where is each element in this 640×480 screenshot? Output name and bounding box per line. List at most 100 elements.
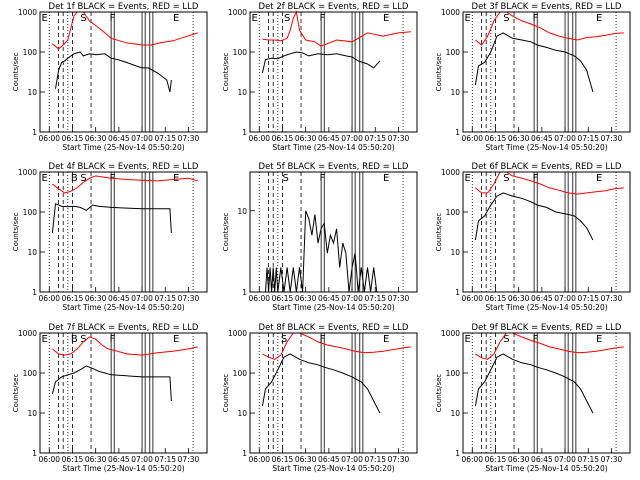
x-tick-label: 07:30 — [388, 455, 410, 464]
x-tick-label: 06:00 — [461, 294, 483, 303]
x-tick-label: 06:15 — [272, 134, 294, 143]
y-tick-label: 1 — [242, 288, 247, 297]
marker-letter: F — [110, 13, 116, 24]
y-axis-label: Counts/sec — [435, 53, 443, 92]
panel-det-3f: Det 3f BLACK = Events, RED = LLD 1 10 100 10… — [435, 2, 631, 152]
series-lld-line — [262, 10, 411, 47]
y-axis-label: Counts/sec — [222, 374, 230, 413]
panel-title: Det 6f BLACK = Events, RED = LLD — [472, 162, 622, 172]
marker-letter: F — [320, 334, 326, 345]
y-tick-label: 10 — [450, 409, 460, 418]
panel-title: Det 4f BLACK = Events, RED = LLD — [49, 162, 199, 172]
marker-letter: S — [503, 334, 509, 345]
y-tick-label: 1 — [32, 128, 37, 137]
x-tick-label: 06:15 — [62, 455, 84, 464]
marker-letter: F — [320, 13, 326, 24]
panel-title: Det 1f BLACK = Events, RED = LLD — [49, 2, 199, 12]
marker-letter: F — [110, 334, 116, 345]
plot-frame — [462, 332, 631, 454]
x-tick-label: 07:00 — [554, 455, 576, 464]
y-tick-label: 1000 — [441, 8, 460, 17]
x-tick-label: 06:30 — [85, 455, 107, 464]
x-tick-label: 07:30 — [178, 134, 200, 143]
x-tick-label: 06:15 — [272, 294, 294, 303]
x-axis-label: Start Time (25-Nov-14 05:50:20) — [485, 143, 607, 152]
marker-letter: E — [173, 334, 179, 345]
marker-letter: S — [80, 13, 86, 24]
series-lld-line — [475, 11, 624, 46]
marker-letter: E — [383, 173, 389, 184]
panel-title: Det 5f BLACK = Events, RED = LLD — [259, 162, 409, 172]
marker-letter: E — [465, 334, 471, 345]
series-events-line — [474, 192, 594, 241]
marker-letter: F — [533, 334, 539, 345]
x-axis-label: Start Time (25-Nov-14 05:50:20) — [62, 464, 184, 473]
x-tick-label: 06:30 — [295, 455, 317, 464]
panel-det-8f: Det 8f BLACK = Events, RED = LLD 1 10 100 10… — [222, 323, 418, 473]
x-tick-label: 07:15 — [577, 294, 599, 303]
x-tick-label: 07:15 — [364, 455, 386, 464]
series-events-line — [55, 51, 172, 93]
x-axis-label: Start Time (25-Nov-14 05:50:20) — [62, 303, 184, 312]
x-tick-label: 06:45 — [318, 294, 340, 303]
y-axis-label: Counts/sec — [435, 374, 443, 413]
series-events-line — [51, 203, 172, 233]
x-tick-label: 06:30 — [85, 294, 107, 303]
x-tick-label: 07:00 — [341, 294, 363, 303]
x-tick-label: 06:30 — [295, 134, 317, 143]
marker-letter: E — [42, 334, 48, 345]
x-tick-label: 06:30 — [508, 134, 530, 143]
x-tick-label: 06:00 — [248, 455, 270, 464]
x-tick-label: 06:00 — [38, 455, 60, 464]
x-tick-label: 06:15 — [485, 134, 507, 143]
x-tick-label: 07:30 — [388, 134, 410, 143]
plot-frame — [39, 171, 208, 293]
plot-frame — [39, 11, 208, 133]
panel-title: Det 2f BLACK = Events, RED = LLD — [259, 2, 409, 12]
y-tick-label: 100 — [23, 48, 38, 57]
y-tick-label: 1 — [455, 288, 460, 297]
panel-det-4f: Det 4f BLACK = Events, RED = LLD 1 10 100 10… — [12, 162, 208, 312]
y-tick-label: 1 — [242, 449, 247, 458]
series-lld-line — [475, 171, 624, 195]
x-tick-label: 06:30 — [508, 294, 530, 303]
y-axis-label: Counts/sec — [12, 53, 20, 92]
y-tick-label: 1000 — [18, 329, 37, 338]
marker-letter: E — [596, 13, 602, 24]
marker-letter: E — [383, 13, 389, 24]
series-events-line — [474, 353, 594, 414]
x-tick-label: 06:30 — [508, 455, 530, 464]
y-tick-label: 1000 — [441, 329, 460, 338]
x-tick-label: 06:30 — [85, 134, 107, 143]
x-tick-label: 07:30 — [601, 134, 623, 143]
series-lld-line — [475, 332, 624, 360]
y-tick-label: 100 — [233, 369, 248, 378]
marker-letter: F — [320, 173, 326, 184]
marker-letter: E — [465, 13, 471, 24]
series-lld-line — [262, 332, 411, 360]
x-tick-label: 06:45 — [108, 134, 130, 143]
marker-letter: E — [465, 173, 471, 184]
x-tick-label: 06:00 — [38, 134, 60, 143]
y-tick-label: 1 — [455, 449, 460, 458]
y-tick-label: 10 — [237, 409, 247, 418]
x-tick-label: 06:00 — [461, 455, 483, 464]
y-tick-label: 100 — [446, 369, 461, 378]
y-tick-label: 1000 — [18, 168, 37, 177]
y-tick-label: 10 — [450, 248, 460, 257]
y-tick-label: 10 — [450, 88, 460, 97]
marker-letter: S — [284, 13, 290, 24]
y-tick-label: 1 — [32, 449, 37, 458]
panel-title: Det 9f BLACK = Events, RED = LLD — [472, 323, 622, 333]
y-tick-label: 1 — [455, 128, 460, 137]
x-tick-label: 06:45 — [108, 455, 130, 464]
marker-letter: E — [596, 173, 602, 184]
x-tick-label: 07:00 — [131, 455, 153, 464]
x-tick-label: 07:00 — [341, 134, 363, 143]
y-tick-label: 100 — [446, 208, 461, 217]
panel-det-2f: Det 2f BLACK = Events, RED = LLD 1 10 100 10… — [222, 2, 418, 152]
marker-letter: E — [173, 13, 179, 24]
x-tick-label: 07:15 — [154, 134, 176, 143]
y-axis-label: Counts/sec — [12, 374, 20, 413]
